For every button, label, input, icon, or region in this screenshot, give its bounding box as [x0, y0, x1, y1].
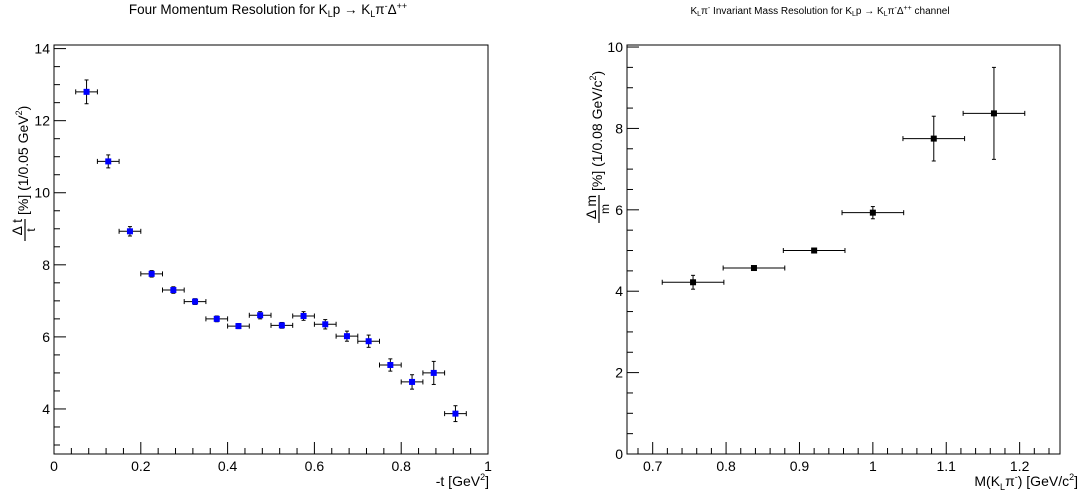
- right-data-point: [722, 265, 786, 272]
- marker: [387, 361, 394, 368]
- left-y-label-text: [%] (1/0.05 GeV2): [14, 106, 31, 215]
- left-data-point: [357, 334, 380, 348]
- right-x-tick-label: 0.7: [643, 458, 663, 474]
- left-plot-frame: [53, 44, 489, 455]
- right-y-axis: 0 2 4 6 8 10: [607, 39, 639, 462]
- left-y-label-numerator: Δ t: [9, 219, 25, 235]
- right-chart-title: KLπ- Invariant Mass Resolution for KLp →…: [690, 5, 949, 18]
- left-data-point: [313, 319, 337, 330]
- marker: [278, 322, 285, 329]
- right-y-tick-label: 2: [615, 365, 623, 381]
- marker: [430, 369, 437, 376]
- marker: [126, 228, 133, 235]
- right-chart: KLπ- Invariant Mass Resolution for KLp →…: [583, 5, 1078, 492]
- left-data-point: [400, 374, 424, 390]
- left-x-axis: 0 0.2 0.4 0.6 0.8 1: [50, 442, 492, 474]
- marker: [192, 298, 199, 305]
- right-data-point: [661, 274, 725, 290]
- left-x-tick-label: 0.6: [305, 458, 325, 474]
- marker: [343, 333, 350, 340]
- marker: [811, 247, 818, 254]
- right-y-axis-label: Δ m m [%] (1/0.08 GeV/c2): [583, 71, 612, 223]
- left-y-tick-label: 6: [42, 329, 50, 345]
- right-data-point: [841, 206, 905, 220]
- marker: [257, 312, 264, 319]
- right-y-label-denominator: m: [598, 204, 612, 214]
- left-y-tick-label: 14: [34, 41, 50, 57]
- left-y-label-denominator: t: [24, 228, 38, 232]
- right-y-label-text: [%] (1/0.08 GeV/c2): [588, 71, 605, 191]
- marker: [452, 410, 459, 417]
- left-y-tick-label: 10: [34, 185, 50, 201]
- left-data-point: [292, 311, 315, 321]
- marker: [930, 135, 937, 142]
- right-x-axis: 0.7 0.8 0.9 1 1.1 1.2: [637, 442, 1050, 474]
- left-y-tick-label: 12: [34, 113, 50, 129]
- marker: [105, 158, 112, 165]
- marker: [170, 287, 177, 294]
- right-plot-frame: [626, 44, 1061, 455]
- right-x-tick-label: 0.8: [716, 458, 736, 474]
- marker: [990, 110, 997, 117]
- left-data-points: [75, 79, 467, 423]
- left-data-point: [227, 323, 250, 330]
- right-y-tick-label: 4: [615, 283, 623, 299]
- marker: [83, 88, 90, 95]
- right-data-point: [782, 247, 846, 254]
- right-x-axis-label: M(KLπ-) [GeV/c2]: [974, 472, 1078, 492]
- marker: [300, 312, 307, 319]
- marker: [690, 279, 697, 286]
- marker: [213, 315, 220, 322]
- left-data-point: [140, 270, 163, 278]
- left-x-axis-label: -t [GeV2]: [436, 472, 489, 489]
- marker: [235, 323, 242, 330]
- marker: [869, 209, 876, 216]
- left-data-point: [444, 405, 467, 423]
- left-x-tick-label: 0.2: [131, 458, 151, 474]
- left-y-tick-label: 4: [42, 401, 50, 417]
- left-data-point: [335, 330, 359, 342]
- left-x-tick-label: 0.8: [391, 458, 411, 474]
- left-x-tick-label: 0.4: [218, 458, 238, 474]
- left-chart-title: Four Momentum Resolution for KLp → KLπ-Δ…: [129, 1, 407, 19]
- marker: [322, 321, 329, 328]
- right-x-tick-label: 1: [869, 458, 877, 474]
- left-y-tick-label: 8: [42, 257, 50, 273]
- left-x-tick-label: 0: [50, 458, 58, 474]
- left-chart: Four Momentum Resolution for KLp → KLπ-Δ…: [9, 1, 492, 489]
- left-data-point: [422, 360, 446, 385]
- left-data-point: [162, 286, 185, 294]
- left-data-point: [75, 79, 98, 105]
- right-data-point: [962, 66, 1026, 160]
- marker: [148, 270, 155, 277]
- left-data-point: [118, 226, 142, 237]
- left-data-point: [183, 298, 207, 305]
- right-data-points: [661, 66, 1026, 290]
- right-data-point: [902, 115, 966, 162]
- right-y-tick-label: 10: [607, 39, 623, 55]
- left-data-point: [379, 358, 402, 372]
- left-x-tick-label: 1: [484, 458, 492, 474]
- marker: [365, 338, 372, 345]
- right-x-tick-label: 1.2: [1010, 458, 1030, 474]
- left-y-axis-label: Δ t t [%] (1/0.05 GeV2): [9, 106, 38, 241]
- right-x-tick-label: 1.1: [937, 458, 957, 474]
- left-y-axis: 4 6 8 10 12 14: [34, 41, 66, 446]
- right-y-tick-label: 6: [615, 202, 623, 218]
- left-data-point: [205, 315, 229, 323]
- left-data-point: [248, 311, 272, 320]
- right-y-tick-label: 8: [615, 120, 623, 136]
- right-y-tick-label: 0: [615, 446, 623, 462]
- right-x-tick-label: 0.9: [790, 458, 810, 474]
- right-y-label-numerator: Δ m: [583, 195, 599, 219]
- marker: [750, 265, 757, 272]
- left-data-point: [270, 321, 294, 329]
- left-data-point: [96, 154, 120, 169]
- marker: [409, 378, 416, 385]
